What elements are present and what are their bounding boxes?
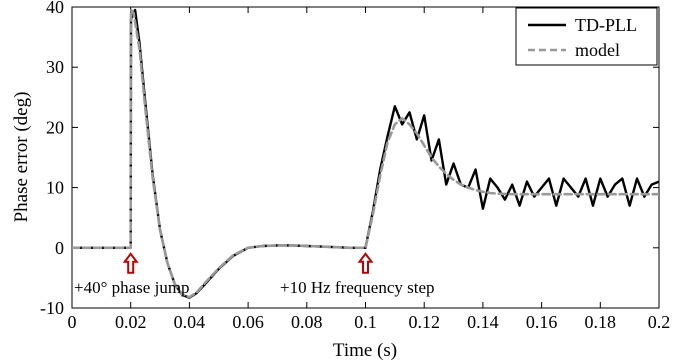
x-tick-label: 0: [68, 312, 77, 332]
y-tick-label: 0: [55, 238, 64, 258]
x-tick-label: 0.06: [232, 312, 264, 332]
series-line-model: [72, 8, 659, 299]
legend-box: [515, 7, 658, 66]
legend-label-model: model: [575, 40, 620, 60]
annotation-arrow-0: [122, 252, 139, 274]
x-tick-label: 0.16: [526, 312, 558, 332]
y-axis-label: Phase error (deg): [11, 92, 32, 223]
y-tick-label: 40: [46, 0, 64, 17]
x-tick-label: 0.02: [115, 312, 147, 332]
x-axis-label: Time (s): [333, 340, 397, 361]
y-tick-label: 10: [46, 178, 64, 198]
legend: TD-PLL model: [515, 7, 658, 66]
x-tick-label: 0.2: [648, 312, 671, 332]
ticks-layer: 0 0.02 0.04 0.06 0.08 0.1 0.12 0.14 0.16 0.18 0.2 -…: [40, 0, 670, 332]
x-tick-label: 0.04: [174, 312, 206, 332]
annotation-layer: +40° phase jump +10 Hz frequency step: [74, 252, 435, 297]
y-tick-label: -10: [40, 298, 64, 318]
y-tick-label: 20: [46, 117, 64, 137]
x-tick-label: 0.1: [354, 312, 377, 332]
annotation-frequency-step: +10 Hz frequency step: [280, 278, 435, 297]
x-tick-label: 0.14: [467, 312, 499, 332]
x-tick-label: 0.18: [585, 312, 617, 332]
legend-label-td-pll: TD-PLL: [575, 15, 637, 35]
annotation-arrow-1: [357, 252, 374, 274]
x-tick-label: 0.08: [291, 312, 323, 332]
y-tick-label: 30: [46, 57, 64, 77]
annotation-phase-jump: +40° phase jump: [74, 278, 190, 297]
series-layer: [72, 8, 659, 299]
x-tick-label: 0.12: [408, 312, 440, 332]
